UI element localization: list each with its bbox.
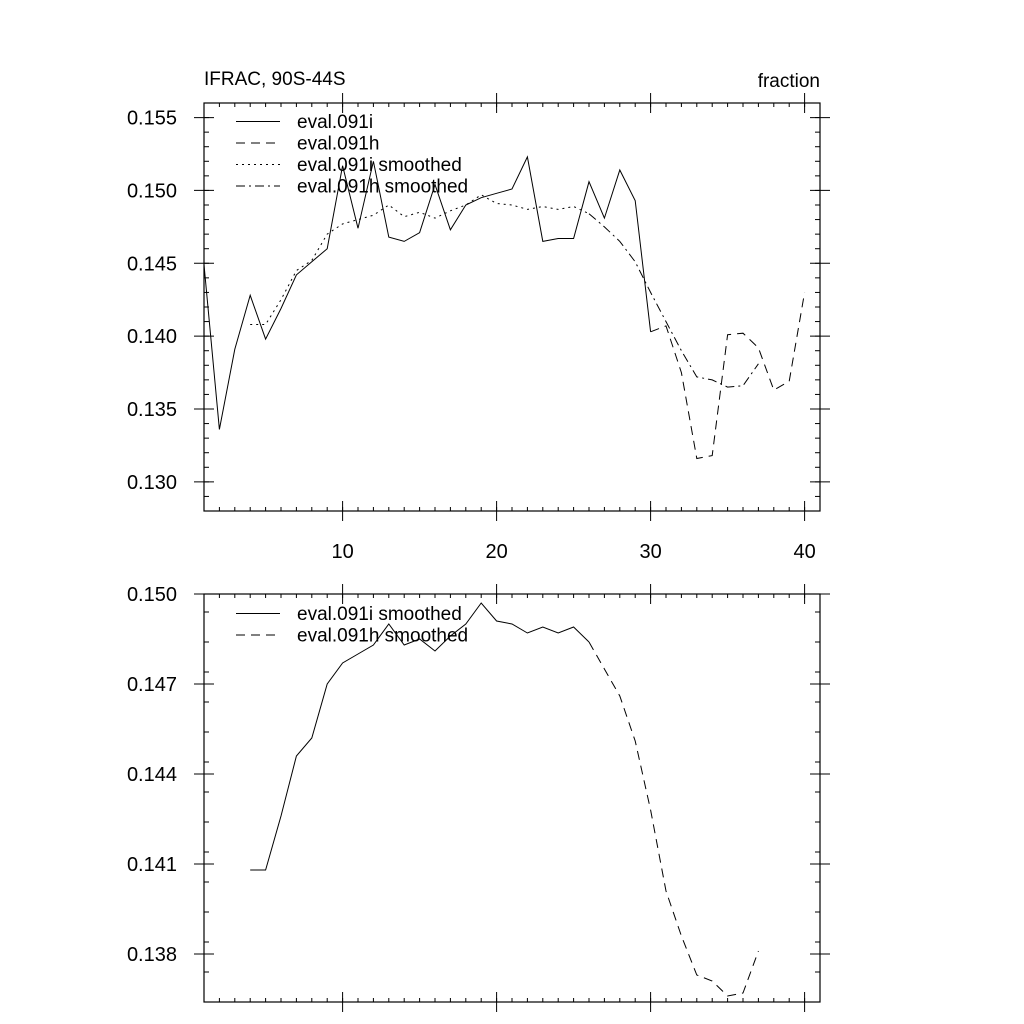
chart-title: IFRAC, 90S-44S — [204, 69, 346, 90]
bottom-panel: 0.138 0.141 0.144 0.147 0.150 eval.091i smoot… — [127, 584, 830, 1012]
x-tick-label: 20 — [485, 541, 507, 563]
legend-label: eval.091h smoothed — [297, 177, 468, 198]
units-label: fraction — [758, 71, 820, 92]
legend-label: eval.091i smoothed — [297, 604, 462, 625]
y-tick-label: 0.130 — [127, 472, 177, 494]
y-tick-label: 0.141 — [127, 854, 177, 876]
x-tick-label: 10 — [331, 541, 353, 563]
y-tick-label: 0.155 — [127, 108, 177, 130]
legend-label: eval.091i — [297, 112, 373, 133]
plot-frame — [203, 593, 821, 1003]
y-tick-label: 0.144 — [127, 764, 177, 786]
y-tick-label: 0.138 — [127, 944, 177, 966]
series-line-eval-091h — [650, 292, 806, 460]
y-tick-label: 0.147 — [127, 674, 177, 696]
series-line-eval-091i-smoothed — [250, 602, 590, 871]
y-tick-label: 0.135 — [127, 399, 177, 421]
legend-label: eval.091h — [297, 134, 379, 155]
x-tick-label: 40 — [793, 541, 815, 563]
series-line-eval-091i — [204, 155, 652, 430]
y-tick-label: 0.140 — [127, 326, 177, 348]
legend-label: eval.091h smoothed — [297, 626, 468, 647]
y-tick-label: 0.150 — [127, 584, 177, 606]
x-tick-label: 30 — [639, 541, 661, 563]
top-panel: 10 20 30 40 0.130 0.135 0.140 0.145 0.150 0.155 ev… — [127, 93, 830, 563]
series-line-eval-091h-smoothed — [588, 213, 759, 388]
y-tick-label: 0.145 — [127, 253, 177, 275]
y-tick-label: 0.150 — [127, 180, 177, 202]
legend-label: eval.091i smoothed — [297, 155, 462, 176]
series-line-eval-091h-smoothed — [588, 641, 759, 997]
